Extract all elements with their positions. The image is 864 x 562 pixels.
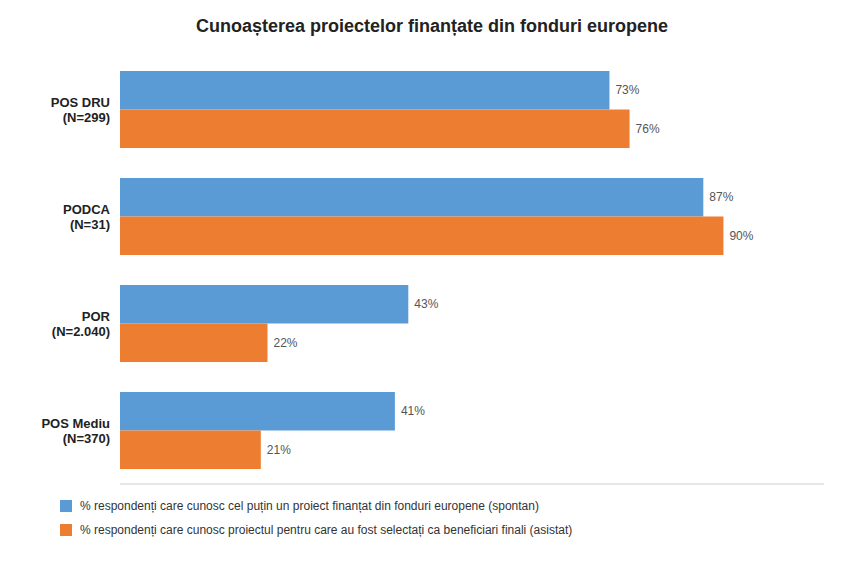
legend-label: % respondenți care cunosc cel puțin un p… (80, 499, 539, 513)
bar (120, 178, 703, 217)
chart: Cunoașterea proiectelor finanțate din fo… (0, 0, 864, 562)
data-label: 22% (274, 336, 298, 350)
chart-container: Cunoașterea proiectelor finanțate din fo… (0, 0, 864, 562)
legend: % respondenți care cunosc cel puțin un p… (60, 499, 572, 537)
y-tick-label-line: PODCA (63, 202, 111, 217)
y-tick-label-line: POR (82, 309, 111, 324)
legend-swatch (60, 524, 72, 536)
y-tick-label-line: POS DRU (51, 95, 110, 110)
y-tick-label-line: (N=2.040) (52, 324, 110, 339)
y-tick-label: POR(N=2.040) (52, 309, 111, 339)
y-tick-label: PODCA(N=31) (63, 202, 111, 232)
bar (120, 217, 723, 256)
bar (120, 324, 268, 363)
bars (120, 71, 723, 469)
data-label: 87% (709, 190, 733, 204)
x-axis-line (120, 484, 824, 485)
bar (120, 71, 609, 110)
y-tick-label-line: (N=31) (70, 217, 110, 232)
y-tick-label: POS DRU(N=299) (51, 95, 110, 125)
data-label: 73% (615, 83, 639, 97)
y-tick-label-line: (N=299) (63, 110, 110, 125)
bar (120, 110, 630, 149)
y-tick-label: POS Mediu(N=370) (41, 416, 110, 446)
bar (120, 431, 261, 470)
data-label: 41% (401, 404, 425, 418)
bar (120, 285, 408, 324)
y-tick-label-line: (N=370) (63, 431, 110, 446)
legend-swatch (60, 500, 72, 512)
data-label: 43% (414, 297, 438, 311)
data-labels: 73% 76% 87% 90% 43% 22% 41% 21% (267, 83, 754, 457)
y-tick-labels: POS DRU(N=299) PODCA(N=31) POR(N=2.040) POS… (41, 95, 110, 446)
data-label: 76% (636, 122, 660, 136)
y-tick-label-line: POS Mediu (41, 416, 110, 431)
legend-label: % respondenți care cunosc proiectul pent… (80, 523, 572, 537)
data-label: 21% (267, 443, 291, 457)
title: Cunoașterea proiectelor finanțate din fo… (196, 16, 668, 36)
bar (120, 392, 395, 431)
data-label: 90% (729, 229, 753, 243)
